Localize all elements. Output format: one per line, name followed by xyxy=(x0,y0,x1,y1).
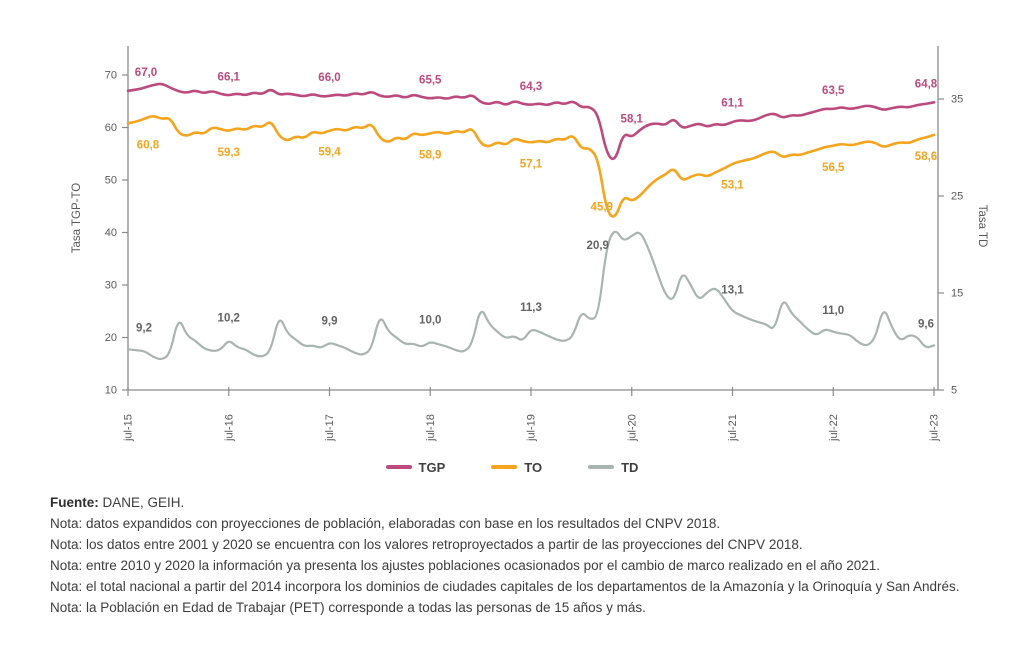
right-axis-title: Tasa TD xyxy=(976,205,988,248)
note-line: Nota: entre 2010 y 2020 la información y… xyxy=(50,558,881,573)
td-value-label: 10,0 xyxy=(419,315,441,327)
x-tick-label: jul-20 xyxy=(626,414,638,442)
source-text: DANE, GEIH. xyxy=(102,495,185,510)
left-axis-title: Tasa TGP-TO xyxy=(71,183,83,254)
right-tick-label: 15 xyxy=(951,288,963,300)
to-value-label: 59,4 xyxy=(318,147,341,159)
tgp-value-label: 58,1 xyxy=(621,113,644,125)
td-value-label: 10,2 xyxy=(218,313,240,325)
tgp-value-label: 65,5 xyxy=(419,75,442,87)
to-value-label: 59,3 xyxy=(218,147,240,159)
left-tick-label: 60 xyxy=(105,122,117,134)
td-value-label: 13,1 xyxy=(721,284,744,296)
source-label: Fuente: xyxy=(50,495,99,510)
legend-item-td: TD xyxy=(588,460,638,475)
td-value-label: 9,2 xyxy=(136,322,152,334)
tgp-line xyxy=(126,82,936,161)
tgp-value-label: 66,1 xyxy=(218,71,241,83)
tgp-value-label: 64,3 xyxy=(520,81,542,93)
x-tick-label: jul-16 xyxy=(223,414,235,442)
source-line: Fuente: DANE, GEIH. xyxy=(50,492,994,513)
x-tick-label: jul-19 xyxy=(526,414,538,442)
tgp-value-label: 63,5 xyxy=(822,85,845,97)
x-tick-label: jul-23 xyxy=(929,414,941,442)
left-tick-label: 10 xyxy=(105,385,117,397)
right-tick-label: 5 xyxy=(951,385,957,397)
tgp-value-label: 61,1 xyxy=(721,98,744,110)
right-axis-ticks: 5 15 25 35 xyxy=(938,94,963,397)
tgp-value-label: 66,0 xyxy=(318,72,340,84)
tgp-legend-dash-icon xyxy=(385,465,412,469)
to-value-label: 56,5 xyxy=(822,162,845,174)
to-legend-dash-icon xyxy=(491,465,518,469)
notes-section: Fuente: DANE, GEIH. Nota: datos expandid… xyxy=(0,480,1024,618)
x-tick-label: jul-22 xyxy=(828,414,840,442)
x-tick-label: jul-15 xyxy=(123,414,135,442)
tgp-data-labels: 67,0 66,1 66,0 65,5 64,3 58,1 61,1 63,5 64,8 xyxy=(135,67,938,126)
to-value-label: 60,8 xyxy=(137,139,160,151)
chart-legend: TGP TO TD xyxy=(0,454,1024,480)
td-data-labels: 9,2 10,2 9,9 10,0 11,3 20,9 13,1 11,0 9,6 xyxy=(136,240,934,334)
legend-label: TD xyxy=(621,459,639,475)
td-value-label: 20,9 xyxy=(587,240,609,252)
legend-label: TO xyxy=(524,459,543,475)
left-tick-label: 20 xyxy=(105,332,117,344)
to-value-label: 57,1 xyxy=(520,159,543,171)
td-value-label: 11,3 xyxy=(520,302,542,314)
tgp-value-label: 67,0 xyxy=(135,67,157,79)
to-value-label: 45,9 xyxy=(591,202,613,214)
x-tick-label: jul-21 xyxy=(727,414,739,442)
tgp-value-label: 64,8 xyxy=(915,78,938,90)
to-value-label: 58,6 xyxy=(915,151,937,163)
x-tick-label: jul-17 xyxy=(324,414,336,442)
right-tick-label: 35 xyxy=(951,94,963,106)
td-value-label: 11,0 xyxy=(822,305,844,317)
to-data-labels: 60,8 59,3 59,4 58,9 57,1 45,9 53,1 56,5 58,6 xyxy=(137,139,937,213)
left-axis-ticks: 10 20 30 40 50 60 70 xyxy=(105,70,128,397)
to-value-label: 58,9 xyxy=(419,149,441,161)
left-tick-label: 30 xyxy=(105,280,117,292)
to-value-label: 53,1 xyxy=(721,180,744,192)
chart-area: 10 20 30 40 50 60 70 5 15 25 35 jul-15 jul-16 jul-17 j… xyxy=(71,46,988,442)
x-tick-label: jul-18 xyxy=(425,414,437,442)
note-line: Nota: los datos entre 2001 y 2020 se enc… xyxy=(50,537,803,552)
left-tick-label: 40 xyxy=(105,227,117,239)
legend-item-tgp: TGP xyxy=(385,459,446,475)
right-tick-label: 25 xyxy=(951,191,963,203)
x-axis-ticks: jul-15 jul-16 jul-17 jul-18 jul-19 jul-20 jul-… xyxy=(123,387,941,442)
to-line xyxy=(126,114,936,218)
left-tick-label: 50 xyxy=(105,175,117,187)
legend-label: TGP xyxy=(418,459,446,475)
note-line: Nota: el total nacional a partir del 201… xyxy=(50,579,960,594)
note-line: Nota: datos expandidos con proyecciones … xyxy=(50,516,721,531)
legend-item-to: TO xyxy=(491,460,542,475)
note-line: Nota: la Población en Edad de Trabajar (… xyxy=(50,600,646,615)
td-value-label: 9,6 xyxy=(918,318,934,330)
td-legend-dash-icon xyxy=(588,465,615,469)
td-value-label: 9,9 xyxy=(322,315,338,327)
left-tick-label: 70 xyxy=(105,70,117,82)
td-line xyxy=(126,230,936,361)
